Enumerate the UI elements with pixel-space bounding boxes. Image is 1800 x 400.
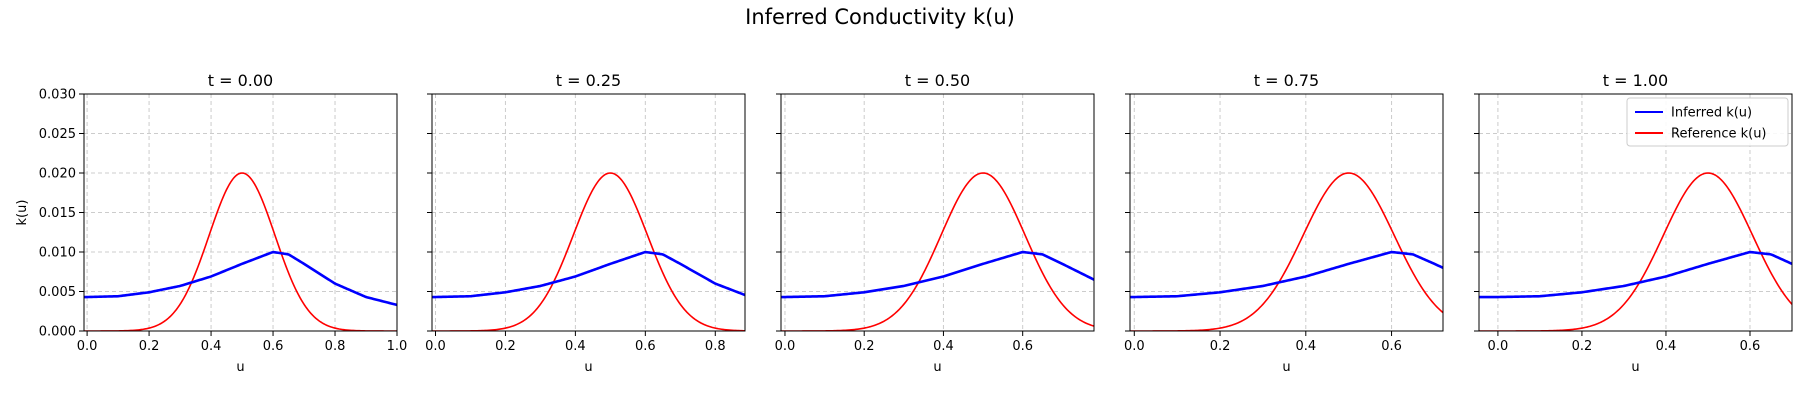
- subplot-title: t = 1.00: [1603, 71, 1668, 90]
- legend-reference-label: Reference k(u): [1671, 127, 1767, 142]
- x-tick-label: 0.4: [565, 339, 586, 354]
- reference-k-line: [84, 172, 397, 331]
- figure-title: Inferred Conductivity k(u): [745, 5, 1015, 29]
- x-tick-label: 0.4: [201, 339, 222, 354]
- x-axis-label: u: [1631, 360, 1639, 375]
- y-tick-label: 0.020: [39, 167, 76, 182]
- x-tick-label: 0.2: [854, 339, 875, 354]
- x-tick-label: 0.8: [325, 339, 346, 354]
- y-tick-label: 0.025: [39, 127, 76, 142]
- y-tick-label: 0.030: [39, 88, 76, 103]
- inferred-k-line: [781, 250, 1094, 299]
- x-tick-label: 0.0: [1124, 339, 1145, 354]
- x-tick-label: 0.4: [1295, 339, 1316, 354]
- inferred-k-line: [432, 250, 745, 299]
- x-tick-label: 0.0: [775, 339, 796, 354]
- y-tick-label: 0.010: [39, 246, 76, 261]
- subplot-2: 0.0 0.2 0.4 0.6 0.8 t = 0.25 u: [425, 71, 746, 375]
- subplot-5: 0.0 0.2 0.4 0.6 t = 1.00 u Inferred k(u) Refere…: [1474, 71, 1793, 375]
- x-axis-label: u: [1282, 360, 1290, 375]
- x-tick-label: 1.0: [387, 339, 408, 354]
- series-group: [84, 172, 397, 331]
- subplot-4: 0.0 0.2 0.4 0.6 t = 0.75 u: [1124, 71, 1444, 375]
- x-tick-label: 0.2: [1210, 339, 1231, 354]
- x-tick-label: 0.0: [77, 339, 98, 354]
- x-tick-label: 0.8: [705, 339, 726, 354]
- x-tick-label: 0.6: [1012, 339, 1033, 354]
- subplot-title: t = 0.00: [208, 71, 273, 90]
- legend-box: [1626, 97, 1789, 147]
- x-tick-label: 0.2: [139, 339, 160, 354]
- x-tick-label: 0.4: [1656, 339, 1677, 354]
- x-axis-label: u: [236, 360, 244, 375]
- x-tick-label: 0.6: [1740, 339, 1761, 354]
- y-tick-label: 0.015: [39, 206, 76, 221]
- x-tick-label: 0.4: [933, 339, 954, 354]
- inferred-k-line: [1479, 250, 1792, 299]
- x-tick-label: 0.0: [425, 339, 446, 354]
- subplot-title: t = 0.75: [1254, 71, 1319, 90]
- subplot-3: 0.0 0.2 0.4 0.6 t = 0.50 u: [775, 71, 1095, 375]
- inferred-k-line: [1130, 250, 1443, 299]
- x-tick-label: 0.0: [1488, 339, 1509, 354]
- y-tick-label: 0.000: [39, 325, 76, 340]
- x-tick-label: 0.6: [263, 339, 284, 354]
- subplot-title: t = 0.25: [556, 71, 621, 90]
- y-tick-label: 0.005: [39, 285, 76, 300]
- x-axis-label: u: [933, 360, 941, 375]
- x-axis-label: u: [584, 360, 592, 375]
- subplot-title: t = 0.50: [905, 71, 970, 90]
- x-tick-label: 0.2: [495, 339, 516, 354]
- x-tick-label: 0.6: [1381, 339, 1402, 354]
- x-tick-label: 0.2: [1572, 339, 1593, 354]
- y-axis-label: k(u): [15, 200, 30, 226]
- subplot-1: 0.000 0.005 0.010 0.015 0.020 0.025 0.030 0.0 0.…: [15, 71, 407, 375]
- x-tick-label: 0.6: [635, 339, 656, 354]
- legend-inferred-label: Inferred k(u): [1671, 106, 1752, 121]
- inferred-k-line: [84, 250, 397, 307]
- legend: Inferred k(u) Reference k(u): [1626, 97, 1789, 147]
